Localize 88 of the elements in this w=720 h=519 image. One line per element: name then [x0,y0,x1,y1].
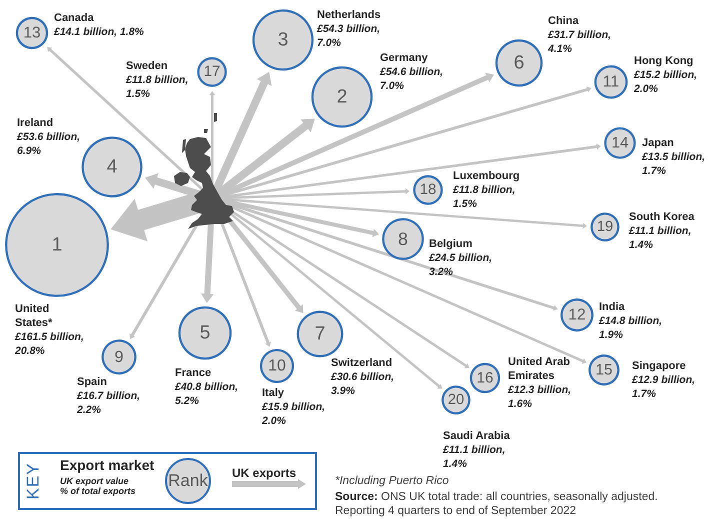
category-label: United Arab Emirates [508,356,570,382]
data-label: £11.8 billion, [125,74,188,86]
category-label: Canada [54,12,95,24]
data-label: 2 [336,86,348,108]
category-label: Germany [380,52,429,64]
data-label: 7 [314,324,326,344]
data-label: 5.2% [175,395,200,407]
text: Export market [60,457,154,473]
data-label: 15 [596,362,612,378]
text: % of total exports [60,486,136,496]
data-label: 4 [106,156,118,178]
data-label: 1 [52,234,62,256]
data-label: 1.8% [120,26,145,38]
data-label: 1.5% [126,88,151,100]
source-note: Source: ONS UK total trade: all countries, seasonally adjusted. Reporting 4 quarters to end of September 2022 [335,490,659,518]
data-label: 13 [23,24,41,42]
data-label: £12.9 billion, [631,374,696,386]
data-label: 20 [448,392,464,408]
category-label: Saudi Arabia [443,430,511,442]
data-label: £12.3 billion, [507,384,572,396]
data-label: 18 [420,182,436,198]
data-label: £54.6 billion, [379,66,444,78]
data-label: 1.6% [508,398,533,410]
data-label: £54.3 billion, [316,23,380,35]
category-label: France [175,367,212,379]
data-label: 14 [611,134,629,152]
data-label: 10 [268,358,286,374]
category-label: Spain [77,376,108,388]
data-label: 3.2% [429,266,454,278]
data-label: £14.8 billion, [598,315,662,327]
category-label: Hong Kong [634,55,694,67]
data-label: 11 [602,74,620,90]
category-label: Italy [262,387,285,399]
data-label: 7.0% [380,80,405,92]
data-label: £31.7 billion, [547,29,612,41]
data-label: £11.8 billion, [452,184,516,196]
data-label: 16 [476,370,494,386]
category-label: Netherlands [317,9,381,21]
text: *Including Puerto Rico [335,474,450,488]
data-label: 20.8% [14,345,46,357]
data-label: £15.9 billion, [261,401,326,413]
category-label: Ireland [17,117,54,129]
data-label: 6 [514,52,524,74]
category-label: South Korea [629,211,696,223]
data-label: £30.6 billion, [330,371,394,383]
data-label: 19 [596,219,614,235]
data-label: £16.7 billion, [76,390,140,402]
data-label: £11.1 billion, [628,225,692,237]
data-label: £15.2 billion, [633,69,698,81]
category-label: Japan [642,137,674,149]
data-label: £11.1 billion, [442,444,506,456]
text: UK export value [60,476,129,486]
data-label: 1.4% [629,239,654,251]
text: UK exports [232,466,296,480]
data-label: 2.2% [76,404,102,416]
category-label: China [548,15,580,27]
data-label: 1.9% [599,329,624,341]
data-label: 2.0% [633,83,659,95]
data-label: £14.1 billion, [53,26,118,38]
data-label: £13.5 billion, [641,151,706,163]
data-label: 7.0% [317,37,342,49]
category-label: Sweden [126,60,168,72]
data-label: 4.1% [547,43,573,55]
data-label: 5 [200,322,210,344]
category-label: United States* [15,303,54,329]
data-label: 9 [114,348,124,366]
category-label: Luxembourg [453,170,520,182]
data-label: 1.4% [443,458,468,470]
text: Rank [168,471,208,490]
category-label: Switzerland [331,357,392,369]
data-label: 17 [204,64,220,80]
data-label: 12 [568,306,586,324]
category-label: India [599,301,626,313]
data-label: £53.6 billion, [16,131,80,143]
text: KEY [24,462,42,500]
data-label: 6.9% [17,145,42,157]
data-label: 8 [398,229,408,249]
data-label: £40.8 billion, [174,381,238,393]
data-label: 1.7% [642,165,667,177]
category-label: Singapore [632,360,686,372]
data-label: £161.5 billion, [14,331,84,343]
category-label: Belgium [429,238,473,250]
data-label: £24.5 billion, [428,252,492,264]
data-label: 1.5% [453,198,478,210]
data-label: 1.7% [632,388,657,400]
data-label: 3 [278,30,288,50]
data-label: 3.9% [331,385,356,397]
data-label: 2.0% [261,415,287,427]
